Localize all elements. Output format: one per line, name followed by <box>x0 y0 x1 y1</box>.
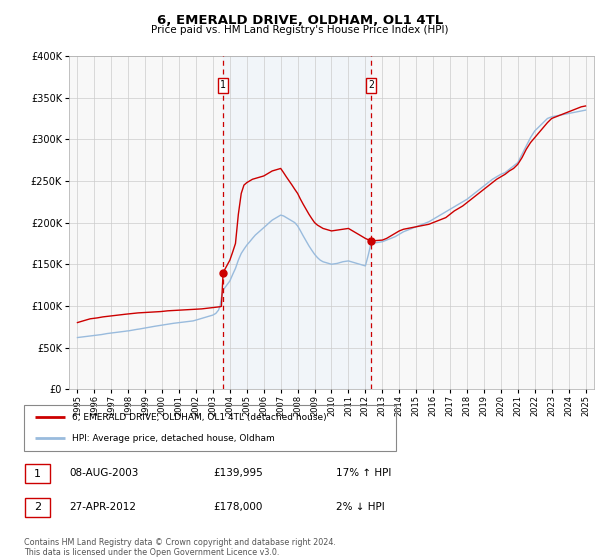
Text: £139,995: £139,995 <box>213 468 263 478</box>
Text: 1: 1 <box>220 80 226 90</box>
Text: £178,000: £178,000 <box>213 502 262 512</box>
Text: 2: 2 <box>34 502 41 512</box>
Bar <box>223 56 371 389</box>
Text: Price paid vs. HM Land Registry's House Price Index (HPI): Price paid vs. HM Land Registry's House … <box>151 25 449 35</box>
Text: 6, EMERALD DRIVE, OLDHAM, OL1 4TL: 6, EMERALD DRIVE, OLDHAM, OL1 4TL <box>157 14 443 27</box>
Text: 2: 2 <box>368 80 374 90</box>
Text: Contains HM Land Registry data © Crown copyright and database right 2024.
This d: Contains HM Land Registry data © Crown c… <box>24 538 336 557</box>
Text: 17% ↑ HPI: 17% ↑ HPI <box>336 468 391 478</box>
Text: 6, EMERALD DRIVE, OLDHAM, OL1 4TL (detached house): 6, EMERALD DRIVE, OLDHAM, OL1 4TL (detac… <box>73 413 327 422</box>
Text: 08-AUG-2003: 08-AUG-2003 <box>69 468 139 478</box>
Text: 1: 1 <box>34 469 41 479</box>
Text: 2% ↓ HPI: 2% ↓ HPI <box>336 502 385 512</box>
Text: 27-APR-2012: 27-APR-2012 <box>69 502 136 512</box>
Text: HPI: Average price, detached house, Oldham: HPI: Average price, detached house, Oldh… <box>73 434 275 443</box>
